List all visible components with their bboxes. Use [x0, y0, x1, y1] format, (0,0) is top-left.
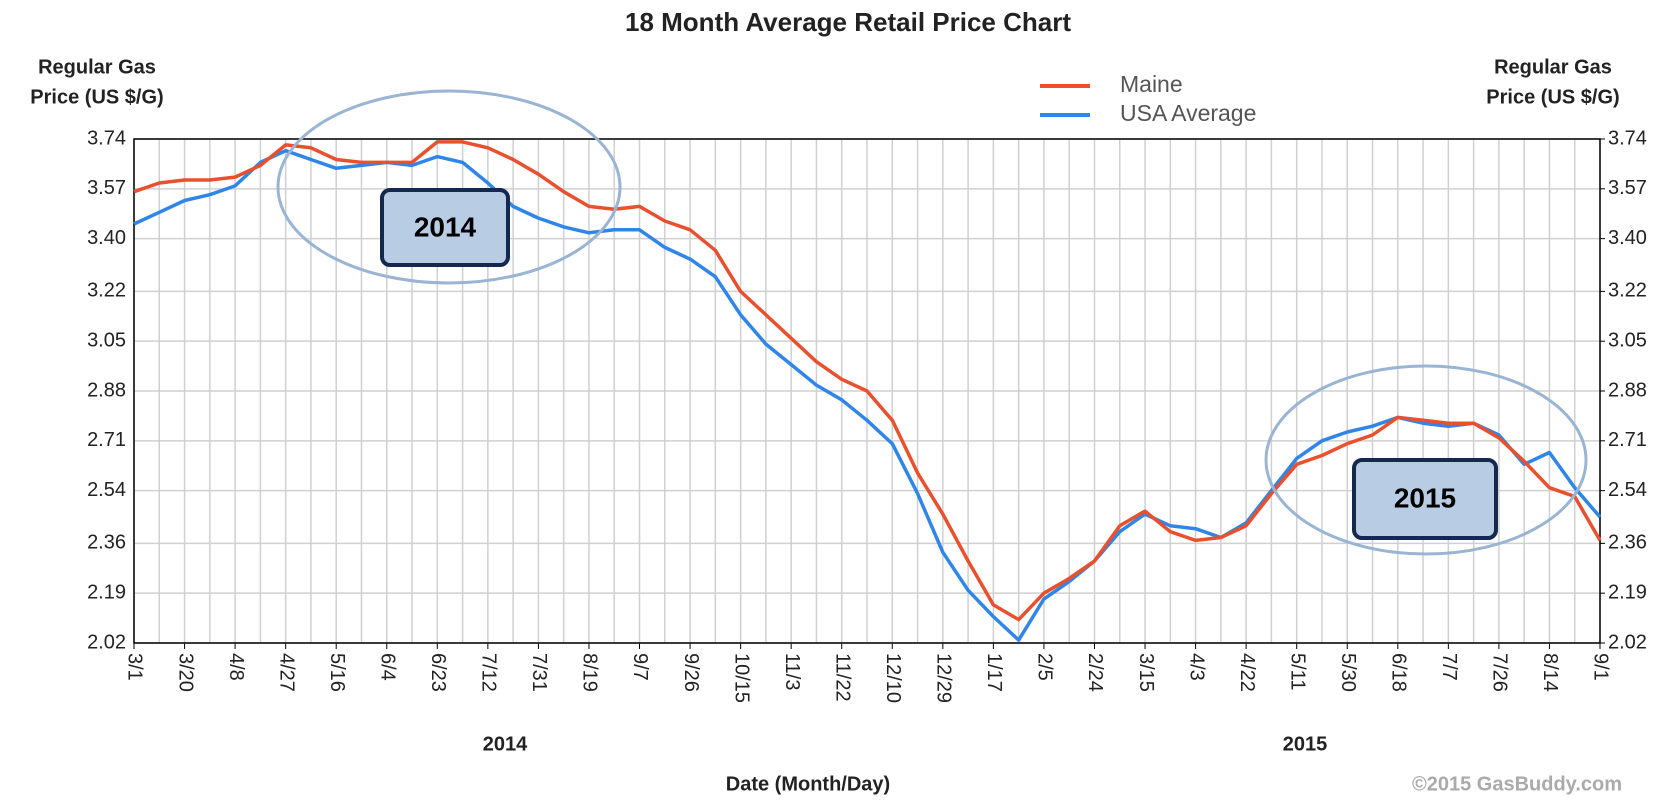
- x-tick-label: 4/8: [225, 653, 247, 681]
- y-tick-label: 2.19: [87, 581, 126, 603]
- y-tick-label: 2.71: [87, 429, 126, 451]
- x-tick-label: 2/5: [1034, 653, 1056, 681]
- x-tick-label: 4/27: [275, 653, 297, 692]
- x-tick-label: 6/18: [1388, 653, 1410, 692]
- x-tick-label: 10/15: [730, 653, 752, 703]
- x-tick-label: 6/4: [376, 653, 398, 681]
- series-line: [133, 140, 1602, 622]
- y-tick-label: 2.02: [87, 631, 126, 653]
- legend-label: Maine: [1120, 71, 1183, 97]
- credit: ©2015 GasBuddy.com: [1412, 773, 1622, 795]
- y2-tick-label: 2.02: [1608, 631, 1647, 653]
- highlight-ellipse: [1264, 364, 1588, 556]
- x-tick-label: 2/24: [1084, 653, 1106, 692]
- y-axis-label: Regular Gas: [38, 56, 156, 78]
- x-axis-label: Date (Month/Day): [726, 773, 890, 795]
- x-tick-label: 3/1: [124, 653, 146, 681]
- chart-title: 18 Month Average Retail Price Chart: [625, 7, 1071, 37]
- x-tick-label: 4/22: [1236, 653, 1258, 692]
- x-tick-label: 1/17: [983, 653, 1005, 692]
- year-label: 2015: [1283, 733, 1328, 755]
- x-tick-label: 11/22: [831, 653, 853, 702]
- highlight-ellipse: [276, 89, 622, 285]
- x-tick-label: 7/31: [528, 653, 550, 692]
- y2-tick-label: 3.05: [1608, 329, 1647, 351]
- x-tick-label: 12/10: [882, 653, 904, 703]
- y2-tick-label: 3.74: [1608, 127, 1647, 149]
- legend-label: USA Average: [1120, 100, 1256, 126]
- annotation-box: [1352, 458, 1498, 540]
- annotation-text: 2015: [1394, 482, 1456, 513]
- y-tick-label: 3.22: [87, 280, 126, 302]
- x-tick-label: 9/26: [680, 653, 702, 692]
- x-tick-label: 5/30: [1337, 653, 1359, 692]
- y2-axis-label: Regular Gas: [1494, 56, 1612, 78]
- x-tick-label: 9/7: [629, 653, 651, 681]
- y2-tick-label: 3.57: [1608, 177, 1647, 199]
- annotation-text: 2014: [414, 211, 477, 242]
- x-tick-label: 9/1: [1590, 653, 1612, 681]
- y-tick-label: 2.36: [87, 532, 126, 554]
- y2-tick-label: 2.71: [1608, 429, 1647, 451]
- plot-area: 3/1 3/20 4/8 4/27 5/16 6/4 6/23 7/12 7/31 8/19 9/7…: [87, 127, 1647, 703]
- annotation-2015: 2015: [1264, 364, 1588, 556]
- x-tick-label: 4/3: [1185, 653, 1207, 681]
- y-tick-label: 3.40: [87, 227, 126, 249]
- plot-frame: [133, 138, 1601, 644]
- y-tick-label: 2.54: [87, 479, 126, 501]
- x-tick-label: 11/3: [781, 653, 803, 690]
- annotation-box: [380, 188, 510, 267]
- x-tick-label: 8/19: [579, 653, 601, 692]
- y2-tick-label: 3.22: [1608, 280, 1647, 302]
- x-tick-label: 7/12: [478, 653, 500, 692]
- y2-tick-label: 2.88: [1608, 379, 1647, 401]
- y2-tick-label: 2.54: [1608, 479, 1647, 501]
- y2-axis-label: Price (US $/G): [1486, 86, 1619, 108]
- y2-tick-label: 3.40: [1608, 227, 1647, 249]
- y2-tick-label: 2.36: [1608, 532, 1647, 554]
- y-axis-label: Price (US $/G): [30, 86, 163, 108]
- y2-tick-label: 2.19: [1608, 581, 1647, 603]
- y-tick-label: 3.74: [87, 127, 126, 149]
- x-tick-label: 3/15: [1135, 653, 1157, 692]
- year-label: 2014: [483, 733, 528, 755]
- x-tick-label: 7/26: [1489, 653, 1511, 692]
- x-tick-label: 8/14: [1539, 653, 1561, 692]
- x-tick-label: 7/7: [1438, 653, 1460, 681]
- x-tick-label: 5/11: [1286, 653, 1308, 690]
- x-tick-label: 6/23: [427, 653, 449, 692]
- x-tick-label: 5/16: [326, 653, 348, 692]
- y-tick-label: 2.88: [87, 379, 126, 401]
- x-tick-label: 12/29: [933, 653, 955, 703]
- annotation-2014: 2014: [276, 89, 622, 285]
- x-tick-label: 3/20: [174, 653, 196, 692]
- y-tick-label: 3.57: [87, 177, 126, 199]
- y-tick-label: 3.05: [87, 329, 126, 351]
